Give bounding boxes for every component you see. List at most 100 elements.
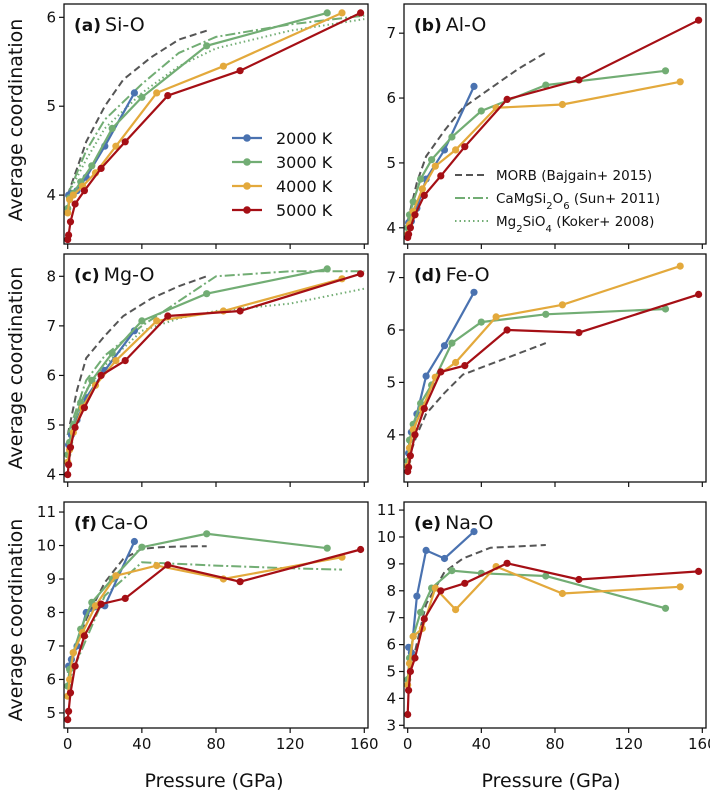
panel-na-o-y-tick-label: 7	[386, 609, 396, 627]
panel-si-o-series-2000-k-point	[130, 89, 138, 97]
panel-si-o-y-tick-label: 5	[46, 97, 56, 115]
panel-na-o-series-5000-k-point	[503, 559, 511, 567]
panel-mg-o: 4 5 6 7 8 (c) Mg-O	[46, 253, 369, 487]
panel-al-o-series-3000-k-point	[409, 198, 417, 206]
panel-ca-o-y-tick-label: 6	[46, 670, 56, 688]
panel-al-o-series-5000-k-point	[411, 211, 419, 219]
panel-al-o-series-5000-k-point	[406, 224, 414, 232]
panel-ca-o-letter: (f)	[74, 514, 97, 534]
panel-ca-o: 5 6 7 8 9 10 11 0 40 80 120 160 (f) Ca-O	[37, 501, 379, 753]
panel-na-o-series-2000-k-point	[422, 546, 430, 555]
panel-fe-o-series-2000-k-point	[440, 342, 449, 350]
legend-label-part: SiO	[523, 214, 546, 230]
panel-fe-o-series-5000-k-point	[420, 405, 428, 413]
panel-al-o-series-4000-k-point	[431, 162, 439, 170]
panel-al-o-series-5000-k-point	[461, 143, 469, 151]
legend-label-5000-k: 5000 K	[276, 201, 333, 220]
panel-fe-o-series-4000-k-line	[406, 265, 681, 467]
panel-na-o-series-4000-k-line	[406, 565, 681, 686]
panel-si-o-ref-morb	[66, 29, 208, 196]
legend-series: 2000 K 3000 K 4000 K 5000 K	[232, 129, 333, 220]
panel-mg-o-ref-morb	[66, 275, 208, 436]
panel-al-o-title: (b) Al-O	[414, 14, 486, 36]
panel-na-o-x-tick-label: 80	[545, 735, 564, 753]
panel-mg-o-y-tick-label: 4	[46, 466, 56, 484]
panel-na-o-name: Na-O	[445, 512, 493, 534]
panel-ca-o-series-5000-k-point	[66, 689, 75, 697]
panel-si-o-series-5000-k-point	[97, 164, 105, 172]
panel-mg-o-y-tick-label: 5	[46, 416, 56, 434]
panel-mg-o-title: (c) Mg-O	[74, 264, 154, 286]
panel-si-o-series-4000-k-point	[112, 142, 120, 150]
panel-ca-o-series-5000-k-point	[97, 600, 105, 608]
panel-al-o-series-4000-k-point	[676, 78, 684, 86]
panel-al-o-series-4000-k-line	[406, 80, 681, 235]
panel-na-o-x-tick-label: 160	[688, 735, 710, 753]
panel-ca-o-y-tick-label: 8	[46, 603, 56, 621]
panel-fe-o-letter: (d)	[414, 266, 442, 286]
legend-label-part: O	[553, 191, 564, 207]
panel-mg-o-series-5000-k-point	[66, 443, 75, 451]
panel-ca-o-series-5000-k-line	[66, 548, 361, 720]
y-axis-title-top: Average coordination	[5, 19, 27, 222]
panel-ca-o-x-tick-label: 160	[350, 735, 379, 753]
panel-fe-o-series-5000-k-point	[437, 368, 445, 376]
panel-na-o-ref-morb	[406, 544, 546, 683]
panel-fe-o-series-5000-k-line	[406, 293, 699, 472]
panel-si-o-series-3000-k-point	[203, 42, 211, 50]
panel-al-o-y-tick-label: 4	[386, 219, 396, 237]
legend-label-subscript: 2	[516, 224, 522, 235]
panel-na-o-y-tick-label: 3	[386, 716, 396, 734]
panel-mg-o-series-5000-k-point	[65, 461, 73, 469]
panel-na-o-series-2000-k-point	[413, 592, 421, 600]
panel-na-o-series-5000-k-point	[437, 587, 445, 595]
panel-al-o: 4 5 6 7 (b) Al-O	[386, 3, 707, 249]
panel-fe-o-title: (d) Fe-O	[414, 264, 490, 286]
panel-ca-o-x-tick-label: 120	[276, 735, 305, 753]
panel-fe-o-y-tick-label: 6	[386, 321, 396, 339]
panel-al-o-series-5000-k-point	[420, 191, 428, 199]
panel-si-o-series-3000-k-point	[108, 124, 116, 132]
panel-al-o-letter: (b)	[414, 16, 442, 36]
legend-label-part: Mg	[496, 214, 516, 230]
panel-na-o-y-tick-label: 6	[386, 636, 396, 654]
panel-na-o-series-5000-k-point	[406, 667, 414, 676]
panel-ca-o-series-4000-k-point	[91, 602, 100, 610]
panel-ca-o-series-5000-k-point	[357, 545, 365, 554]
panel-na-o-y-tick-label: 4	[386, 689, 396, 707]
panel-mg-o-series-3000-k-point	[88, 376, 96, 384]
panel-fe-o-series-3000-k-point	[477, 318, 485, 326]
panel-mg-o-series-5000-k-point	[97, 371, 105, 379]
panel-na-o-series-4000-k-point	[558, 589, 567, 598]
panel-na-o-y-tick-label: 9	[386, 555, 396, 573]
panel-na-o-letter: (e)	[414, 514, 441, 534]
panel-al-o-series-5000-k-point	[695, 16, 703, 24]
panel-si-o-series-5000-k-point	[65, 231, 73, 239]
panel-ca-o-x-tick-label: 0	[63, 735, 73, 753]
panel-mg-o-series-5000-k-line	[66, 272, 361, 475]
panel-al-o-series-3000-k-point	[661, 67, 670, 75]
panel-fe-o-y-tick-label: 7	[386, 269, 396, 287]
panel-na-o-series-3000-k-point	[661, 604, 670, 612]
panel-ca-o-x-tick-label: 40	[132, 735, 151, 753]
panel-na-o-series-5000-k-point	[420, 615, 428, 623]
panel-si-o-series-4000-k-point	[69, 191, 77, 199]
panel-mg-o-series-4000-k-point	[112, 357, 120, 365]
panel-ca-o-x-tick-label: 80	[206, 735, 225, 753]
panel-na-o-series-3000-k-point	[448, 567, 456, 575]
panel-si-o-series-5000-k-point	[66, 218, 75, 226]
panel-mg-o-letter: (c)	[74, 266, 100, 286]
panel-ca-o-y-tick-label: 5	[46, 704, 56, 722]
panel-al-o-series-3000-k-point	[448, 133, 456, 141]
panel-fe-o-series-5000-k-point	[695, 290, 703, 298]
panel-fe-o-series-5000-k-point	[503, 326, 511, 334]
panel-na-o-series-4000-k-point	[431, 584, 439, 592]
panel-fe-o: 4 5 6 7 (d) Fe-O	[386, 253, 707, 487]
panel-fe-o-series-3000-k-point	[448, 339, 456, 347]
legend-label-part: CaMgSi	[496, 191, 546, 207]
panel-si-o-series-4000-k-point	[338, 9, 346, 17]
panel-si-o-series-5000-k-point	[164, 92, 172, 100]
panel-fe-o-series-4000-k-point	[492, 313, 500, 321]
panel-mg-o-y-tick-label: 6	[46, 366, 56, 384]
